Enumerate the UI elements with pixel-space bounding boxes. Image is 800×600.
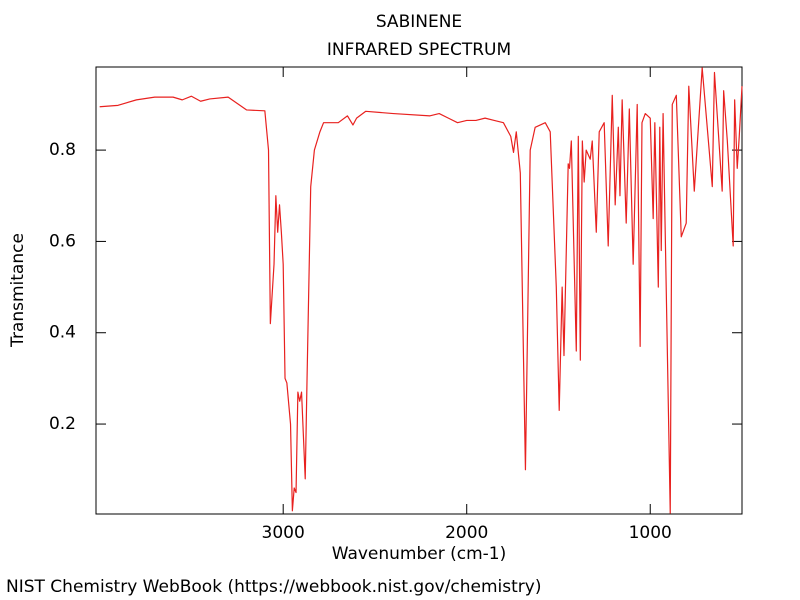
x-axis-label: Wavenumber (cm-1) xyxy=(332,544,507,564)
chart-title: SABINENE xyxy=(376,12,462,32)
chart-subtitle: INFRARED SPECTRUM xyxy=(327,40,511,60)
y-tick-label: 0.8 xyxy=(49,140,76,160)
y-tick-label: 0.6 xyxy=(49,231,76,251)
y-tick-label: 0.4 xyxy=(49,323,76,343)
x-tick-label: 1000 xyxy=(629,523,672,543)
x-tick-label: 2000 xyxy=(445,523,488,543)
y-tick-label: 0.2 xyxy=(49,414,76,434)
y-axis-label: Transmitance xyxy=(8,233,28,348)
source-note: NIST Chemistry WebBook (https://webbook.… xyxy=(6,577,541,597)
spectrum-line xyxy=(99,67,743,514)
plot-frame xyxy=(95,66,743,515)
x-tick-label: 3000 xyxy=(262,523,305,543)
